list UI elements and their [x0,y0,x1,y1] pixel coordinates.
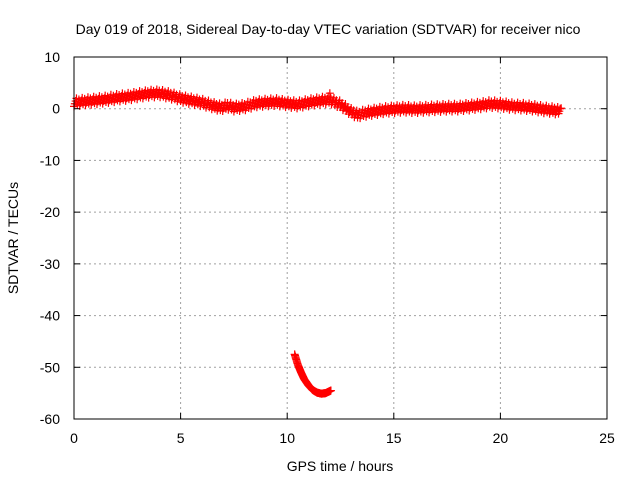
y-tick-label: -30 [40,256,60,272]
series-outliers [325,89,566,113]
outlier-point [325,89,334,98]
data-point [338,106,347,115]
series-main-track [70,85,565,123]
y-tick-label: -10 [40,152,60,168]
data-point [326,386,335,395]
series-arc [290,350,335,398]
outlier-point [557,104,566,113]
x-tick-label: 0 [70,430,78,446]
y-tick-label: -50 [40,359,60,375]
y-tick-label: -60 [40,411,60,427]
x-tick-label: 25 [599,430,615,446]
y-tick-label: 0 [52,101,60,117]
chart-title: Day 019 of 2018, Sidereal Day-to-day VTE… [76,21,581,37]
x-axis-label: GPS time / hours [287,458,394,474]
plot-frame [73,56,608,420]
y-axis: 10 0 -10 -20 -30 -40 -50 -60 [40,49,607,427]
x-tick-label: 20 [493,430,509,446]
data-series [70,85,566,398]
y-axis-label: SDTVAR / TECUs [5,182,21,294]
x-tick-label: 15 [386,430,402,446]
x-axis: 0 5 10 15 20 25 [70,57,615,446]
y-tick-label: 10 [44,49,60,65]
y-tick-label: -20 [40,204,60,220]
x-tick-label: 10 [279,430,295,446]
y-tick-label: -40 [40,308,60,324]
x-tick-label: 5 [177,430,185,446]
